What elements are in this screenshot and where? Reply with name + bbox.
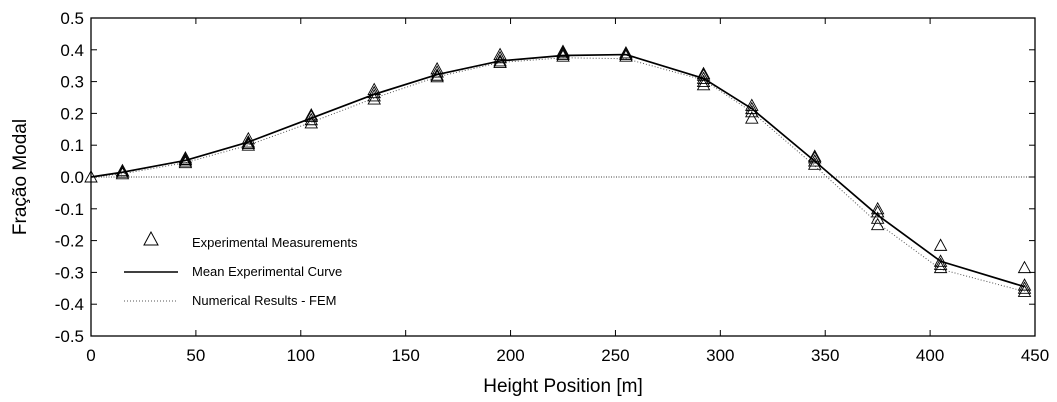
experimental-point	[367, 82, 381, 96]
x-tick-label: 150	[391, 346, 419, 365]
triangle-icon	[143, 230, 159, 246]
experimental-point	[115, 165, 130, 178]
experimental-point	[696, 66, 711, 80]
experimental-point	[745, 111, 759, 124]
experimental-point	[870, 217, 885, 231]
experimental-point	[304, 108, 319, 121]
experimental-point	[696, 71, 711, 84]
experimental-point	[696, 77, 711, 91]
experimental-point	[556, 44, 570, 57]
experimental-point	[430, 61, 444, 75]
legend: Experimental Measurements Mean Experimen…	[124, 230, 358, 308]
experimental-point	[933, 257, 948, 270]
y-tick-label: 0.4	[60, 41, 84, 60]
experimental-point	[807, 157, 822, 170]
y-tick-label: 0.2	[60, 104, 84, 123]
experimental-point	[178, 152, 193, 165]
experimental-point	[430, 65, 444, 78]
experimental-point	[870, 201, 885, 215]
legend-label-mean: Mean Experimental Curve	[192, 264, 342, 279]
x-tick-label: 50	[186, 346, 205, 365]
experimental-point	[807, 150, 822, 164]
experimental-point	[807, 149, 822, 162]
experimental-point	[241, 138, 256, 151]
x-axis-title: Height Position [m]	[483, 376, 642, 397]
experimental-point	[870, 205, 885, 218]
y-tick-label: -0.4	[55, 295, 84, 314]
mean-experimental-line	[90, 53, 1025, 288]
experimental-point	[178, 155, 193, 169]
x-tick-label: 250	[601, 346, 629, 365]
experimental-point	[430, 68, 444, 81]
experimental-point	[933, 254, 948, 267]
experimental-point	[745, 101, 759, 115]
y-axis-title: Fração Modal	[10, 119, 31, 235]
y-tick-label: -0.3	[55, 263, 84, 282]
experimental-point	[430, 69, 444, 83]
experimental-point	[304, 112, 319, 126]
experimental-point	[556, 46, 570, 59]
experimental-point	[933, 260, 948, 274]
experimental-point	[619, 49, 633, 62]
legend-item-experimental: Experimental Measurements	[143, 230, 358, 250]
x-tick-label: 350	[811, 346, 839, 365]
experimental-point	[304, 109, 319, 123]
y-tick-label: 0.0	[60, 168, 84, 187]
experimental-point	[1017, 284, 1032, 297]
y-tick-label: 0.3	[60, 73, 84, 92]
experimental-markers	[84, 44, 1032, 297]
series-lines	[90, 53, 1025, 292]
experimental-point	[745, 104, 759, 118]
experimental-point	[84, 170, 98, 183]
experimental-point	[178, 154, 193, 167]
experimental-point	[367, 85, 381, 99]
experimental-point	[619, 46, 633, 59]
experimental-point	[1017, 281, 1032, 294]
x-tick-label: 100	[287, 346, 315, 365]
legend-item-mean: Mean Experimental Curve	[124, 264, 342, 279]
x-tick-label: 0	[86, 346, 95, 365]
experimental-point	[556, 49, 570, 62]
x-tick-label: 300	[706, 346, 734, 365]
legend-item-fem: Numerical Results - FEM	[124, 293, 336, 308]
experimental-point	[493, 47, 507, 61]
x-tick-label: 400	[916, 346, 944, 365]
plot-frame	[90, 17, 1036, 337]
experimental-point	[619, 47, 633, 61]
experimental-point	[493, 50, 507, 64]
y-tick-label: 0.5	[60, 9, 84, 28]
experimental-point	[493, 55, 507, 68]
x-tick-label: 200	[496, 346, 524, 365]
experimental-point	[241, 136, 256, 150]
experimental-point	[1017, 278, 1032, 291]
experimental-point	[807, 154, 822, 167]
experimental-point	[304, 116, 319, 129]
experimental-point	[696, 68, 711, 81]
experimental-point	[241, 135, 256, 148]
y-tick-label: -0.5	[55, 327, 84, 346]
fem-results-line	[90, 57, 1025, 292]
experimental-point	[870, 211, 885, 224]
y-tick-label: -0.2	[55, 232, 84, 251]
axis-ticks: 0 50 100 150 200 250 300 350 400 450 -0.5 -0.4 -0.3 -…	[55, 9, 1049, 365]
experimental-point	[367, 88, 381, 102]
legend-label-fem: Numerical Results - FEM	[192, 293, 336, 308]
legend-label-experimental: Experimental Measurements	[192, 235, 358, 250]
experimental-point	[696, 74, 711, 88]
experimental-point	[933, 238, 948, 251]
experimental-point	[241, 131, 256, 145]
experimental-point	[115, 166, 130, 180]
experimental-point	[178, 150, 193, 164]
experimental-point	[745, 98, 759, 111]
y-tick-label: 0.1	[60, 136, 84, 155]
experimental-point	[367, 92, 381, 105]
experimental-point	[556, 47, 570, 61]
experimental-point	[493, 53, 507, 67]
experimental-point	[1017, 260, 1032, 274]
x-tick-label: 450	[1021, 346, 1049, 365]
experimental-point	[115, 163, 130, 177]
y-tick-label: -0.1	[55, 200, 84, 219]
